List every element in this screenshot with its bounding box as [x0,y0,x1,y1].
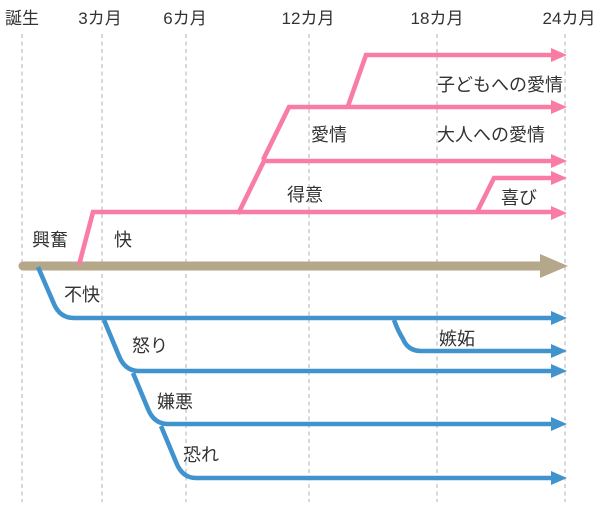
label-anger: 怒り [132,336,168,356]
branch-unpleasant-arrowhead-icon [551,311,567,325]
trunk-excitement [18,254,568,278]
timeline-label-18m: 18カ月 [411,9,464,28]
label-joy: 喜び [501,188,537,208]
branch-anger [101,319,552,374]
branch-unpleasant [35,266,552,321]
label-jealousy: 嫉妬 [439,329,475,349]
timeline-labels: 誕生 3カ月 6カ月 12カ月 18カ月 24カ月 [5,9,595,28]
timeline-label-birth: 誕生 [5,9,39,28]
branch-joy [474,175,552,214]
trunk-arrowhead-icon [540,254,568,278]
branch-affection-for-children-arrowhead-icon [551,48,567,62]
positive-branches [76,48,567,266]
timeline-label-6m: 6カ月 [163,9,206,28]
branch-pleasant [76,209,552,266]
branch-disgust-arrowhead-icon [551,417,567,431]
branch-anger-arrowhead-icon [551,364,567,378]
branch-fear-arrowhead-icon [551,471,567,485]
label-affection-for-adults: 大人への愛情 [437,125,545,145]
label-pleasant: 快 [114,230,132,250]
branch-fear [158,425,552,481]
label-excitement: 興奮 [32,230,68,250]
label-affection-for-children: 子どもへの愛情 [437,75,563,95]
label-pride: 得意 [287,185,323,205]
label-fear: 恐れ [183,445,219,465]
label-disgust: 嫌悪 [157,392,193,412]
branch-pride-arrowhead-icon [551,154,567,168]
branch-affection-for-children [345,52,552,107]
negative-branches [35,266,567,485]
label-unpleasant: 不快 [64,285,100,305]
timeline-label-3m: 3カ月 [78,9,121,28]
branch-jealousy [391,319,552,354]
branch-jealousy-arrowhead-icon [551,344,567,358]
branch-joy-arrowhead-icon [551,171,567,185]
branch-affection-arrowhead-icon [551,100,567,114]
timeline-label-12m: 12カ月 [282,9,335,28]
branch-pleasant-arrowhead-icon [551,206,567,220]
branch-pride [235,158,552,216]
label-affection: 愛情 [311,125,347,145]
branch-disgust [130,372,552,427]
emotion-labels: 興奮 快 不快 得意 愛情 子どもへの愛情 大人への愛情 喜び 嫉妬 怒り 嫌悪… [32,75,563,465]
timeline-label-24m: 24カ月 [543,9,596,28]
branch-affection [260,104,552,162]
